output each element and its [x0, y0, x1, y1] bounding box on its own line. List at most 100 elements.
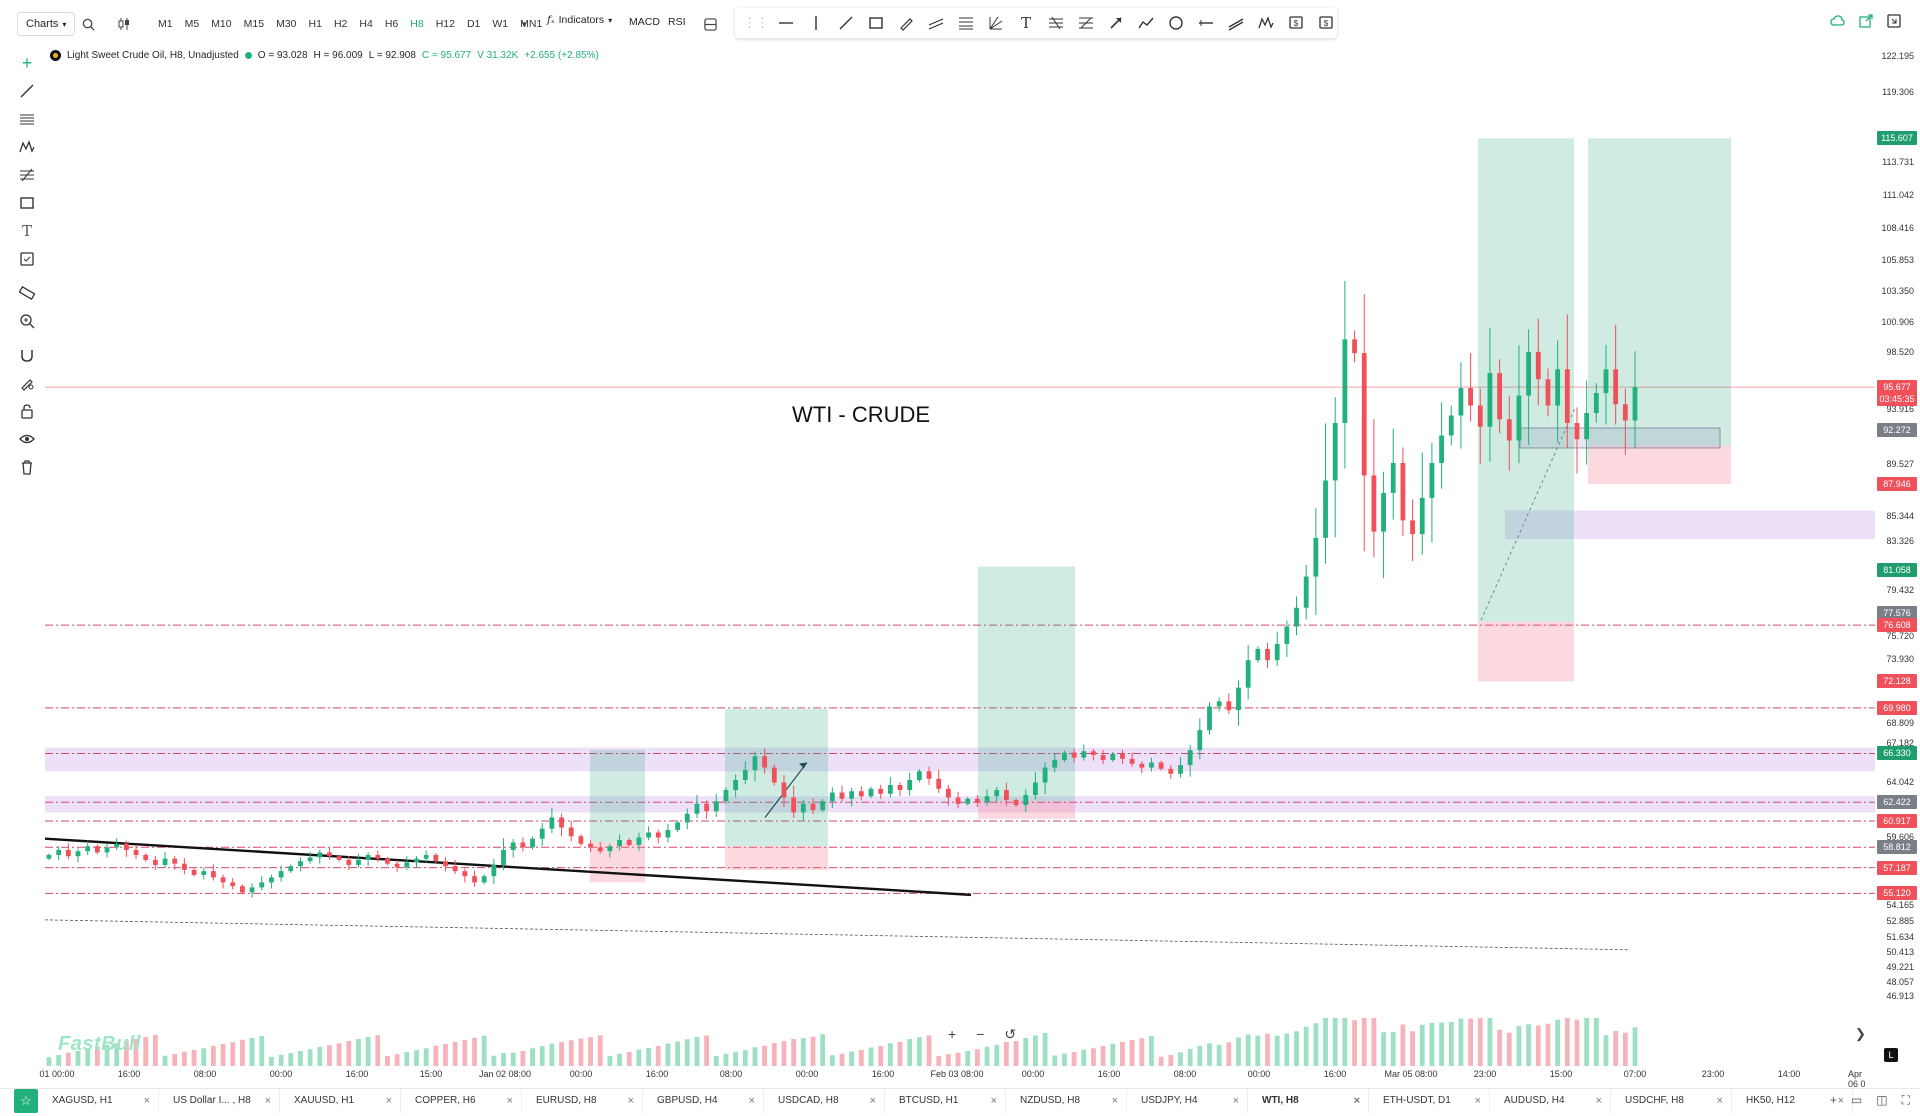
- timeframe-h12[interactable]: H12: [435, 18, 455, 30]
- symbol-tab[interactable]: XAGUSD, H1 ×: [38, 1088, 159, 1113]
- add-tab-icon[interactable]: +: [1829, 1093, 1837, 1107]
- horizontal-lines-icon[interactable]: [14, 106, 40, 132]
- star-icon[interactable]: ☆: [14, 1088, 38, 1113]
- ruler-icon[interactable]: [14, 280, 40, 306]
- price-axis[interactable]: 122.195 119.306 113.731 111.042 108.416 105.8…: [1875, 46, 1920, 1070]
- rectangle-icon[interactable]: [14, 190, 40, 216]
- candle-type-icon[interactable]: [114, 14, 134, 34]
- symbol-tab[interactable]: USDCAD, H8 ×: [764, 1088, 885, 1113]
- close-icon[interactable]: ×: [506, 1094, 513, 1107]
- trend-line-icon[interactable]: [14, 78, 40, 104]
- trend-line-icon[interactable]: [835, 12, 857, 34]
- close-icon[interactable]: ×: [1111, 1094, 1118, 1107]
- time-axis[interactable]: 01 00:00 16:00 08:00 00:00 16:00 15:00 Jan 02 …: [39, 1066, 1875, 1089]
- close-icon[interactable]: ×: [385, 1094, 392, 1107]
- drag-handle-icon[interactable]: ⋮⋮: [743, 15, 769, 30]
- timeframe-m5[interactable]: M5: [184, 18, 200, 30]
- symbol-tab[interactable]: WTI, H8 ×: [1248, 1088, 1369, 1113]
- trash-icon[interactable]: [14, 454, 40, 480]
- symbol-tab[interactable]: BTCUSD, H1 ×: [885, 1088, 1006, 1113]
- zoom-out-button[interactable]: −: [976, 1026, 985, 1042]
- close-icon[interactable]: ×: [1595, 1094, 1602, 1107]
- scroll-right-icon[interactable]: ❯: [1855, 1026, 1866, 1041]
- indicators-button[interactable]: fₓ Indicators ▾: [547, 14, 612, 26]
- timeframe-m30[interactable]: M30: [276, 18, 297, 30]
- symbol-tab[interactable]: ETH-USDT, D1 ×: [1369, 1088, 1490, 1113]
- symbol-tab[interactable]: EURUSD, H8 ×: [522, 1088, 643, 1113]
- price-chart[interactable]: [44, 46, 1875, 1070]
- timeframe-h1[interactable]: H1: [308, 18, 322, 30]
- rsi-button[interactable]: RSI: [668, 16, 686, 28]
- layout-icon[interactable]: [700, 14, 720, 34]
- timeframe-d1[interactable]: D1: [466, 18, 481, 30]
- charts-dropdown[interactable]: Charts ▾: [17, 12, 76, 36]
- price-note-icon[interactable]: $: [1285, 12, 1307, 34]
- ray-icon[interactable]: [1195, 12, 1217, 34]
- elliott-wave-icon[interactable]: [1255, 12, 1277, 34]
- drawing-mode-icon[interactable]: [14, 370, 40, 396]
- timeframe-w1[interactable]: W1: [492, 18, 509, 30]
- circle-icon[interactable]: [1165, 12, 1187, 34]
- lock-icon[interactable]: [14, 398, 40, 424]
- layout-single-icon[interactable]: ▭: [1850, 1093, 1863, 1107]
- symbol-tab[interactable]: US Dollar I... , H8 ×: [159, 1088, 280, 1113]
- close-icon[interactable]: ×: [1474, 1094, 1481, 1107]
- symbol-tab[interactable]: XAUUSD, H1 ×: [280, 1088, 401, 1113]
- timeframe-h4[interactable]: H4: [359, 18, 373, 30]
- eye-icon[interactable]: [14, 426, 40, 452]
- chevron-down-icon[interactable]: ▾: [521, 18, 527, 29]
- timeframe-m15[interactable]: M15: [243, 18, 265, 30]
- close-icon[interactable]: ×: [1353, 1094, 1360, 1107]
- symbol-tab[interactable]: HK50, H12 ×: [1732, 1088, 1853, 1113]
- reset-icon[interactable]: ↺: [1004, 1026, 1017, 1042]
- symbol-tab[interactable]: USDJPY, H4 ×: [1127, 1088, 1248, 1113]
- timeframe-h8[interactable]: H8: [410, 18, 424, 30]
- close-icon[interactable]: ×: [869, 1094, 876, 1107]
- expand-icon[interactable]: ⛶: [1901, 1093, 1910, 1107]
- share-icon[interactable]: [1859, 14, 1873, 31]
- fib-icon[interactable]: [14, 162, 40, 188]
- brush-icon[interactable]: [895, 12, 917, 34]
- timeframe-m1[interactable]: M1: [158, 18, 173, 30]
- symbol-tab[interactable]: USDCHF, H8 ×: [1611, 1088, 1732, 1113]
- close-icon[interactable]: ×: [748, 1094, 755, 1107]
- magnet-icon[interactable]: [14, 342, 40, 368]
- timeframe-h6[interactable]: H6: [384, 18, 399, 30]
- fib-retracement-icon[interactable]: [955, 12, 977, 34]
- search-icon[interactable]: [78, 14, 98, 34]
- price-label-icon[interactable]: $: [1315, 12, 1337, 34]
- text-icon[interactable]: T: [1020, 14, 1031, 32]
- layout-split-icon[interactable]: ◫: [1876, 1093, 1888, 1107]
- crosshair-icon[interactable]: +: [21, 52, 33, 73]
- close-icon[interactable]: ×: [627, 1094, 634, 1107]
- close-icon[interactable]: ×: [1232, 1094, 1239, 1107]
- fullscreen-icon[interactable]: [1887, 14, 1901, 31]
- parallel-channel-icon[interactable]: [925, 12, 947, 34]
- close-icon[interactable]: ×: [264, 1094, 271, 1107]
- chart-annotation-title[interactable]: WTI - CRUDE: [792, 402, 931, 427]
- symbol-tab[interactable]: GBPUSD, H4 ×: [643, 1088, 764, 1113]
- timeframe-h2[interactable]: H2: [333, 18, 348, 30]
- fib-fan-icon[interactable]: [985, 12, 1007, 34]
- horizontal-line-icon[interactable]: [775, 12, 797, 34]
- double-line-icon[interactable]: [1225, 12, 1247, 34]
- pattern-icon[interactable]: [14, 134, 40, 160]
- gann-icon[interactable]: [1075, 12, 1097, 34]
- close-icon[interactable]: ×: [1837, 1094, 1844, 1107]
- timeframe-mn1[interactable]: MN1: [520, 18, 543, 30]
- zoom-in-button[interactable]: +: [948, 1026, 957, 1042]
- close-icon[interactable]: ×: [1716, 1094, 1723, 1107]
- vertical-line-icon[interactable]: [805, 12, 827, 34]
- zoom-in-icon[interactable]: [14, 308, 40, 334]
- timeframe-m10[interactable]: M10: [211, 18, 232, 30]
- text-icon[interactable]: T: [21, 222, 32, 240]
- macd-button[interactable]: MACD: [629, 16, 660, 28]
- close-icon[interactable]: ×: [990, 1094, 997, 1107]
- polyline-icon[interactable]: [1135, 12, 1157, 34]
- rectangle-icon[interactable]: [865, 12, 887, 34]
- chart-canvas[interactable]: [44, 46, 1875, 1070]
- cloud-sync-icon[interactable]: [1830, 14, 1845, 31]
- note-icon[interactable]: [14, 246, 40, 272]
- close-icon[interactable]: ×: [143, 1094, 150, 1107]
- symbol-tab[interactable]: NZDUSD, H8 ×: [1006, 1088, 1127, 1113]
